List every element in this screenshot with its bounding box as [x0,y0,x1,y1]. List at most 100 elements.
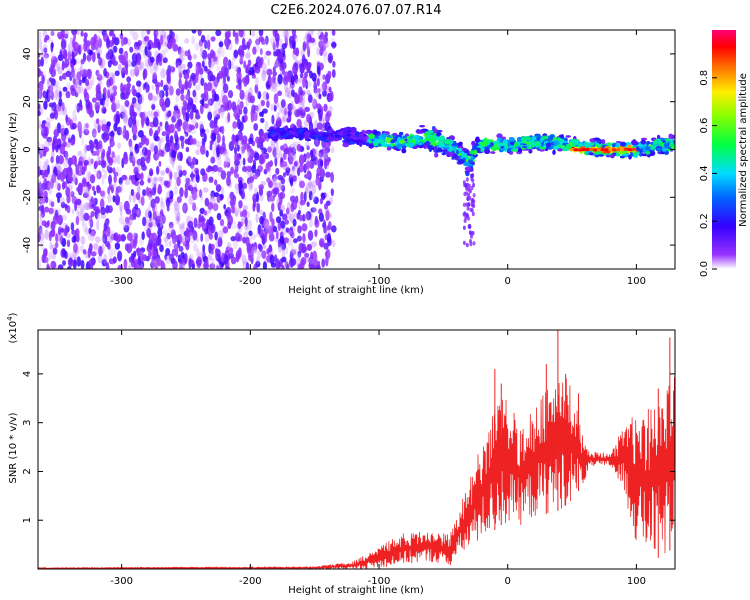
spectrogram-noise-cell [248,176,254,184]
spectrogram-noise-cell [133,65,138,73]
spectrogram-noise-cell [115,166,122,177]
spectrogram-noise-cell [183,72,190,80]
spectrogram-noise-cell [83,202,90,211]
spectrogram-noise-cell [202,244,206,254]
spectrogram-noise-cell [263,218,270,230]
spectrogram-noise-cell [171,157,175,169]
spectrogram-noise-cell [205,258,209,267]
spectrogram-noise-cell [216,157,222,168]
spectrogram-noise-cell [224,266,231,269]
spectrogram-noise-cell [89,79,93,86]
spectrogram-noise-cell [60,227,65,233]
spectrogram-noise-cell [277,90,283,97]
spectrogram-noise-cell [151,84,155,91]
spectrogram-noise-cell [331,69,336,78]
spectrogram-noise-cell [294,94,301,104]
spectrogram-noise-cell [131,97,137,104]
spectrogram-noise-cell [290,177,294,187]
spectrogram-noise-cell [273,175,278,187]
spectrogram-noise-cell [49,84,55,90]
spectrogram-noise-cell [189,138,194,145]
spectrogram-noise-cell [146,79,151,86]
spectrogram-noise-cell [204,39,208,49]
spectrogram-noise-cell [67,258,74,267]
spectrogram-noise-cell [201,98,205,107]
spectrogram-noise-cell [115,113,121,125]
spectrogram-noise-cell [176,164,181,175]
spectrogram-noise-cell [313,149,318,158]
spectrogram-noise-cell [256,89,260,97]
spectrogram-signal-cell [528,149,533,154]
spectrogram-noise-cell [181,138,184,150]
spectrogram-noise-cell [214,93,220,102]
spectrogram-noise-cell [290,187,296,194]
spectrogram-noise-cell [200,34,206,43]
spectrogram-noise-cell [118,54,125,64]
spectrogram-noise-cell [44,206,50,213]
spectrogram-noise-cell [270,104,274,112]
spectrogram-noise-cell [263,54,268,60]
spectrogram-noise-cell [133,212,137,220]
spectrogram-noise-cell [44,126,48,137]
spectrogram-noise-cell [62,260,66,266]
spectrogram-noise-cell [88,258,95,267]
spectrogram-noise-cell [265,50,272,56]
spectrogram-noise-cell [176,240,181,248]
spectrogram-noise-cell [90,211,95,217]
spectrogram-noise-cell [315,147,319,157]
spectrogram-noise-cell [267,146,272,153]
spectrogram-noise-cell [139,180,145,186]
spectrogram-noise-cell [94,160,99,168]
spectrogram-noise-cell [113,122,118,132]
spectrogram-noise-cell [156,258,163,266]
spectrogram-noise-cell [87,53,91,64]
spectrogram-noise-cell [57,183,61,191]
spectrogram-noise-cell [79,203,85,211]
spectrogram-noise-cell [67,42,74,54]
spectrogram-noise-cell [82,225,87,233]
spectrogram-signal-cell [419,125,425,128]
spectrogram-noise-cell [38,150,44,160]
spectrogram-noise-cell [107,48,112,59]
spectrogram-noise-cell [316,77,320,87]
spectrogram-noise-cell [264,152,270,160]
spectrogram-noise-cell [106,225,111,237]
spectrogram-noise-cell [269,211,273,223]
spectrogram-noise-cell [160,150,165,157]
spectrogram-noise-cell [160,170,166,176]
spectrogram-noise-cell [284,81,289,93]
spectrogram-noise-cell [188,195,194,205]
spectrogram-noise-cell [115,199,120,206]
spectrogram-signal-cell [363,134,367,137]
spectrogram-noise-cell [107,163,111,171]
spectrogram-noise-cell [67,137,72,144]
spectrogram-noise-cell [288,229,293,235]
spectrogram-noise-cell [73,234,77,242]
spectrogram-noise-cell [66,133,72,140]
spectrogram-noise-cell [119,206,123,217]
spectrogram-noise-cell [100,160,107,169]
spectrogram-noise-cell [298,209,301,215]
spectrogram-noise-cell [253,241,258,251]
spectrogram-noise-cell [166,73,171,84]
spectrogram-noise-cell [126,86,131,96]
spectrogram-noise-cell [323,242,329,250]
spectrogram-signal-cell [326,136,331,141]
spectrogram-noise-cell [80,58,85,65]
spectrogram-noise-cell [85,99,91,110]
spectrogram-noise-cell [139,260,145,269]
spectrogram-noise-cell [86,181,90,187]
spectrogram-noise-cell [114,242,121,250]
spectrogram-noise-cell [282,213,288,221]
spectrogram-noise-cell [90,263,94,269]
spectrogram-noise-cell [83,121,90,133]
spectrogram-noise-cell [162,229,168,236]
spectrogram-noise-cell [219,251,225,263]
spectrogram-noise-cell [154,242,158,249]
spectrogram-noise-cell [124,100,130,107]
spectrogram-noise-cell [136,46,141,53]
spectrogram-signal-cell [632,152,637,156]
spectrogram-noise-cell [49,112,56,119]
spectrogram-noise-cell [44,196,49,204]
spectrogram-noise-cell [205,150,209,158]
